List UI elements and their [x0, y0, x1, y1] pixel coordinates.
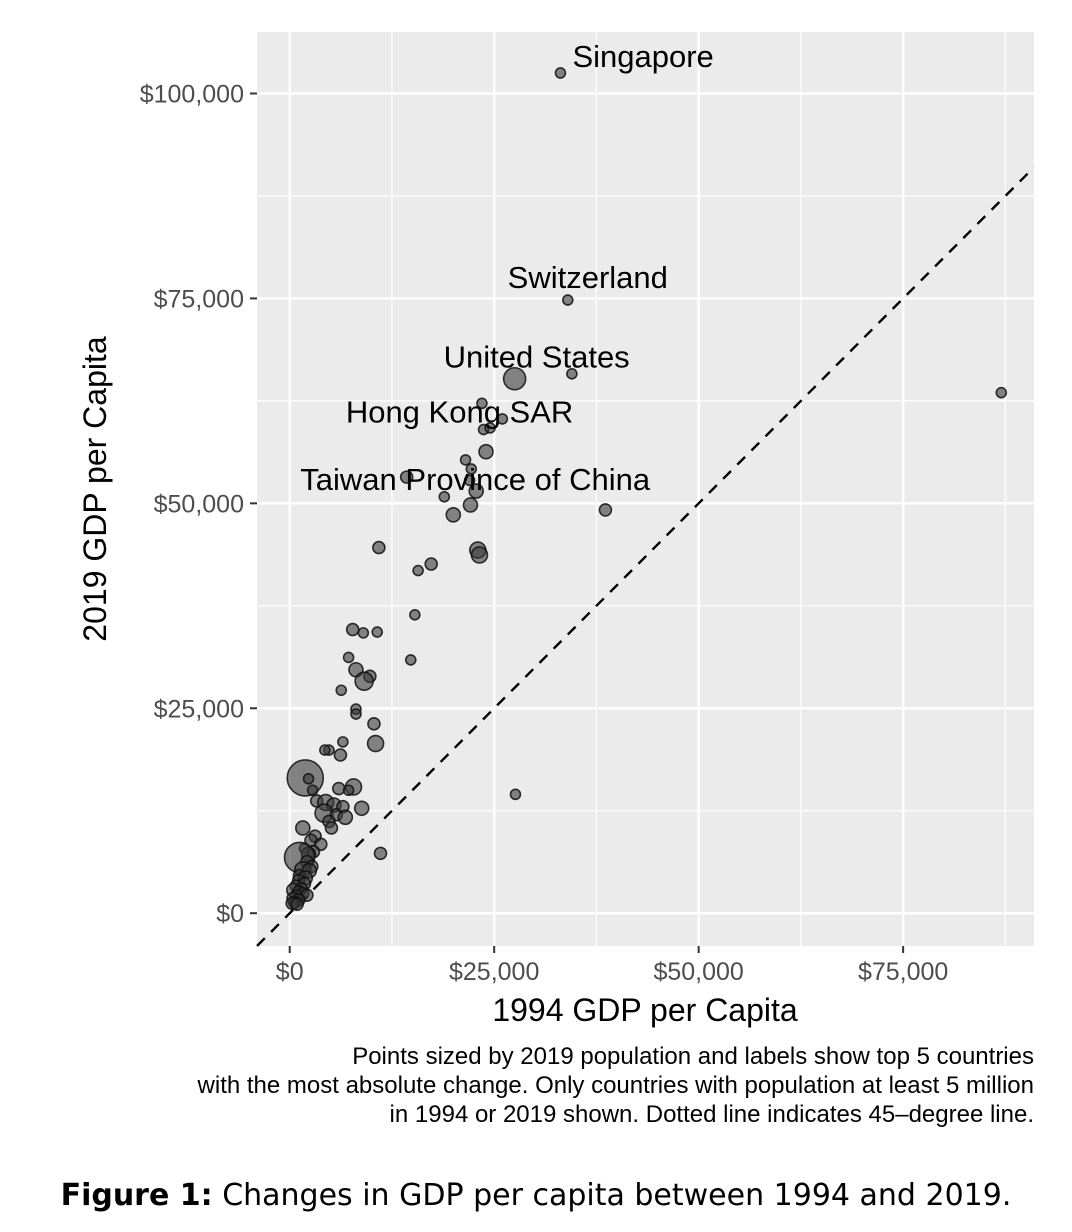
data-point	[598, 503, 613, 517]
data-point	[554, 67, 567, 79]
point-label: United States	[444, 340, 630, 375]
data-point	[561, 294, 574, 306]
y-tick-label: $75,000	[154, 285, 244, 313]
scatter-chart: Singapore Switzerland United States Hong Ko…	[77, 32, 1035, 1028]
data-point	[319, 744, 331, 756]
plot-panel	[257, 32, 1034, 946]
y-axis-title: 2019 GDP per Capita	[77, 336, 113, 642]
data-point	[463, 474, 476, 487]
data-point	[995, 386, 1008, 399]
data-point	[295, 820, 311, 836]
x-tick-label: $25,000	[449, 958, 539, 986]
data-point	[509, 788, 522, 801]
data-point	[465, 463, 478, 475]
annotation-line-2: with the most absolute change. Only coun…	[197, 1072, 1034, 1099]
data-point	[353, 800, 370, 817]
data-point	[445, 507, 462, 523]
figure-caption: Figure 1: Changes in GDP per capita betw…	[0, 1178, 1072, 1213]
data-point	[345, 622, 360, 637]
data-point	[424, 557, 439, 571]
point-labels: Singapore Switzerland United States Hong Ko…	[300, 39, 713, 497]
y-tick-label: $100,000	[140, 80, 244, 108]
data-point	[337, 809, 354, 826]
data-point	[290, 897, 304, 911]
y-tick-label: $50,000	[154, 490, 244, 518]
data-point	[337, 736, 349, 748]
data-point	[372, 540, 386, 555]
data-point	[324, 821, 339, 835]
data-point	[476, 397, 488, 410]
axes: $0 $25,000 $50,000 $75,000 $0 $25,000 $50,000 $…	[140, 80, 949, 986]
data-point	[566, 368, 578, 380]
data-point	[331, 781, 346, 796]
figure-caption-text: Changes in GDP per capita between 1994 a…	[212, 1178, 1012, 1213]
data-point	[354, 671, 374, 692]
figure-caption-label: Figure 1:	[60, 1178, 213, 1213]
data-point	[484, 422, 496, 434]
data-point	[333, 748, 348, 762]
data-point	[438, 490, 451, 503]
data-point	[470, 546, 489, 564]
data-point	[366, 734, 385, 753]
data-point	[462, 497, 479, 513]
data-point	[335, 684, 348, 697]
annotation-line-3: in 1994 or 2019 shown. Dotted line indic…	[389, 1101, 1034, 1128]
data-point	[404, 654, 417, 666]
data-point	[306, 784, 319, 797]
grid-lines	[257, 32, 1034, 946]
y-tick-label: $0	[216, 900, 244, 928]
data-point	[371, 626, 384, 638]
data-points	[283, 67, 1008, 911]
data-point	[367, 717, 381, 731]
data-point	[373, 846, 388, 861]
reference-line-layer	[256, 166, 1035, 947]
data-point	[468, 483, 484, 499]
data-point	[342, 784, 355, 797]
point-label: Singapore	[572, 39, 713, 74]
data-point	[502, 366, 527, 391]
y-tick-label: $25,000	[154, 695, 244, 723]
data-point	[478, 443, 494, 460]
x-tick-label: $0	[276, 958, 304, 986]
point-label: Taiwan Province of China	[300, 462, 651, 497]
point-label: Hong Kong SAR	[346, 395, 573, 430]
x-tick-label: $75,000	[858, 958, 948, 986]
point-label: Switzerland	[508, 260, 668, 295]
x-tick-label: $50,000	[653, 958, 743, 986]
data-point	[496, 413, 509, 425]
data-point	[350, 708, 362, 720]
chart-annotation: Points sized by 2019 population and labe…	[34, 1042, 1034, 1129]
reference-line-45-degree	[256, 166, 1035, 947]
data-point	[412, 564, 424, 577]
x-axis-title: 1994 GDP per Capita	[492, 992, 798, 1028]
data-point	[357, 627, 370, 639]
annotation-line-1: Points sized by 2019 population and labe…	[352, 1043, 1034, 1070]
data-point	[342, 651, 355, 664]
data-point	[302, 772, 315, 785]
data-point	[409, 609, 421, 621]
data-point	[459, 454, 472, 466]
data-point	[399, 470, 414, 484]
